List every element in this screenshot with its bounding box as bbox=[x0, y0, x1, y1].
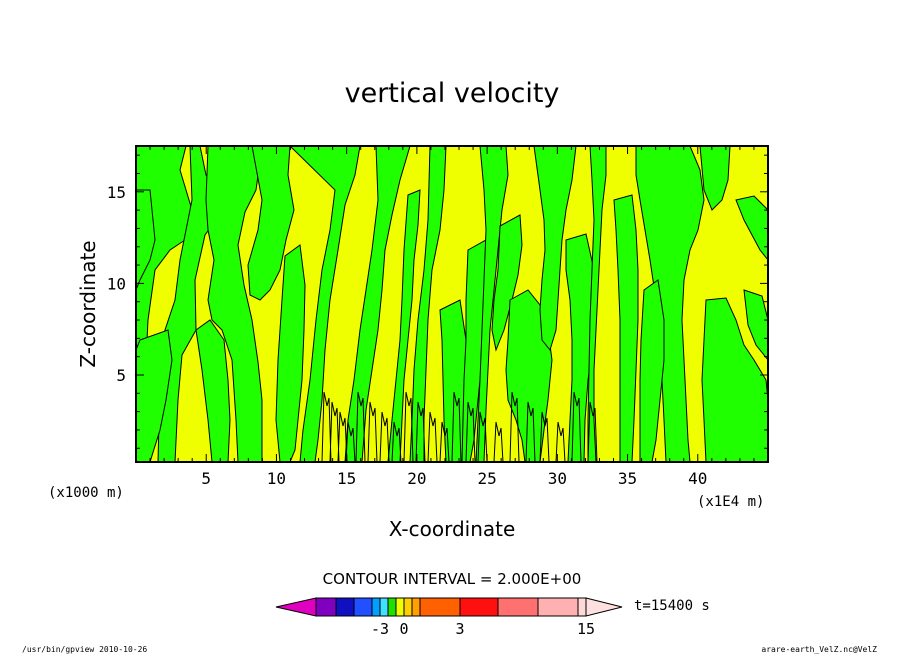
contour-region bbox=[195, 319, 231, 462]
contour-line bbox=[321, 391, 332, 462]
contour-line bbox=[539, 411, 550, 462]
contour-field bbox=[136, 146, 768, 462]
y-tick-label: 5 bbox=[116, 366, 126, 385]
contour-region bbox=[136, 189, 156, 291]
contour-region bbox=[743, 289, 768, 361]
contour-region bbox=[275, 244, 306, 462]
contour-region bbox=[699, 146, 731, 211]
colorbar-tick-label: 0 bbox=[399, 620, 408, 638]
contour-line bbox=[451, 391, 462, 462]
colorbar-segment bbox=[411, 597, 421, 617]
contour-line bbox=[509, 391, 520, 462]
plot-frame bbox=[135, 145, 769, 463]
contour-region bbox=[613, 194, 639, 462]
contour-region bbox=[701, 297, 768, 462]
colorbar-segment bbox=[371, 597, 381, 617]
x-tick-label: 30 bbox=[548, 469, 567, 488]
y-axis-ticks: 5 10 15 bbox=[107, 154, 768, 449]
contour-line bbox=[477, 411, 488, 462]
x-tick-label: 10 bbox=[267, 469, 286, 488]
colorbar-segment bbox=[353, 597, 373, 617]
colorbar-segment bbox=[419, 597, 461, 617]
colorbar-left-arrow bbox=[275, 597, 317, 617]
footer-right: arare-earth_VelZ.nc@VelZ bbox=[761, 645, 877, 654]
contour-line bbox=[587, 401, 598, 462]
contour-line bbox=[439, 421, 450, 462]
contour-region bbox=[205, 146, 263, 462]
contour-line bbox=[403, 391, 414, 462]
contour-line bbox=[465, 401, 476, 462]
x-tick-label: 15 bbox=[337, 469, 356, 488]
contour-region bbox=[533, 146, 577, 352]
x-axis-ticks: 5 10 15 20 25 30 35 40 bbox=[149, 146, 755, 488]
contour-region bbox=[439, 299, 469, 462]
contour-line bbox=[391, 421, 402, 462]
contour-region bbox=[491, 214, 523, 352]
x-tick-label: 25 bbox=[477, 469, 496, 488]
contour-line bbox=[427, 411, 438, 462]
y-tick-label: 15 bbox=[107, 183, 126, 202]
contour-region bbox=[247, 146, 295, 301]
contour-line bbox=[329, 401, 340, 462]
contour-line bbox=[379, 411, 390, 462]
contour-line bbox=[525, 401, 536, 462]
colorbar-segment bbox=[335, 597, 355, 617]
contour-line bbox=[493, 421, 504, 462]
contour-region bbox=[136, 329, 173, 462]
colorbar-tick-label: 3 bbox=[455, 620, 464, 638]
contour-line bbox=[555, 421, 566, 462]
contour-region bbox=[475, 146, 509, 462]
contour-region bbox=[635, 146, 705, 462]
x-axis-unit-left: (x1000 m) bbox=[48, 485, 124, 501]
contour-line bbox=[337, 411, 348, 462]
y-tick-label: 10 bbox=[107, 274, 126, 293]
x-tick-label: 35 bbox=[618, 469, 637, 488]
colorbar-tick-label: 15 bbox=[577, 620, 595, 638]
x-tick-label: 5 bbox=[201, 469, 211, 488]
contour-line bbox=[355, 391, 366, 462]
colorbar-tick-label: -3 bbox=[371, 620, 389, 638]
colorbar-segment bbox=[395, 597, 405, 617]
y-axis-label: Z-coordinate bbox=[76, 240, 100, 367]
colorbar-segment bbox=[577, 597, 587, 617]
contour-interval-label: CONTOUR INTERVAL = 2.000E+00 bbox=[323, 570, 582, 588]
colorbar-right-arrow bbox=[585, 597, 623, 617]
colorbar-segment bbox=[379, 597, 389, 617]
contour-region bbox=[639, 279, 665, 462]
footer-left: /usr/bin/gpview 2010-10-26 bbox=[22, 645, 147, 654]
contour-line bbox=[345, 421, 356, 462]
x-tick-label: 20 bbox=[407, 469, 426, 488]
contour-line bbox=[415, 401, 426, 462]
colorbar-segment bbox=[537, 597, 579, 617]
colorbar-segment bbox=[403, 597, 413, 617]
colorbar-segment bbox=[387, 597, 397, 617]
time-label: t=15400 s bbox=[634, 598, 710, 614]
x-axis-unit-right: (x1E4 m) bbox=[697, 494, 764, 510]
colorbar: -3 0 3 15 bbox=[275, 597, 623, 638]
chart-title: vertical velocity bbox=[345, 78, 560, 109]
contour-region bbox=[387, 189, 421, 462]
x-tick-label: 40 bbox=[688, 469, 707, 488]
colorbar-segment bbox=[315, 597, 337, 617]
contour-region bbox=[735, 195, 768, 261]
colorbar-segment bbox=[459, 597, 499, 617]
contour-region bbox=[289, 146, 361, 462]
contour-region bbox=[587, 146, 607, 462]
contour-line bbox=[571, 391, 582, 462]
colorbar-segment bbox=[497, 597, 539, 617]
x-axis-label: X-coordinate bbox=[389, 517, 516, 541]
contour-line bbox=[367, 401, 378, 462]
